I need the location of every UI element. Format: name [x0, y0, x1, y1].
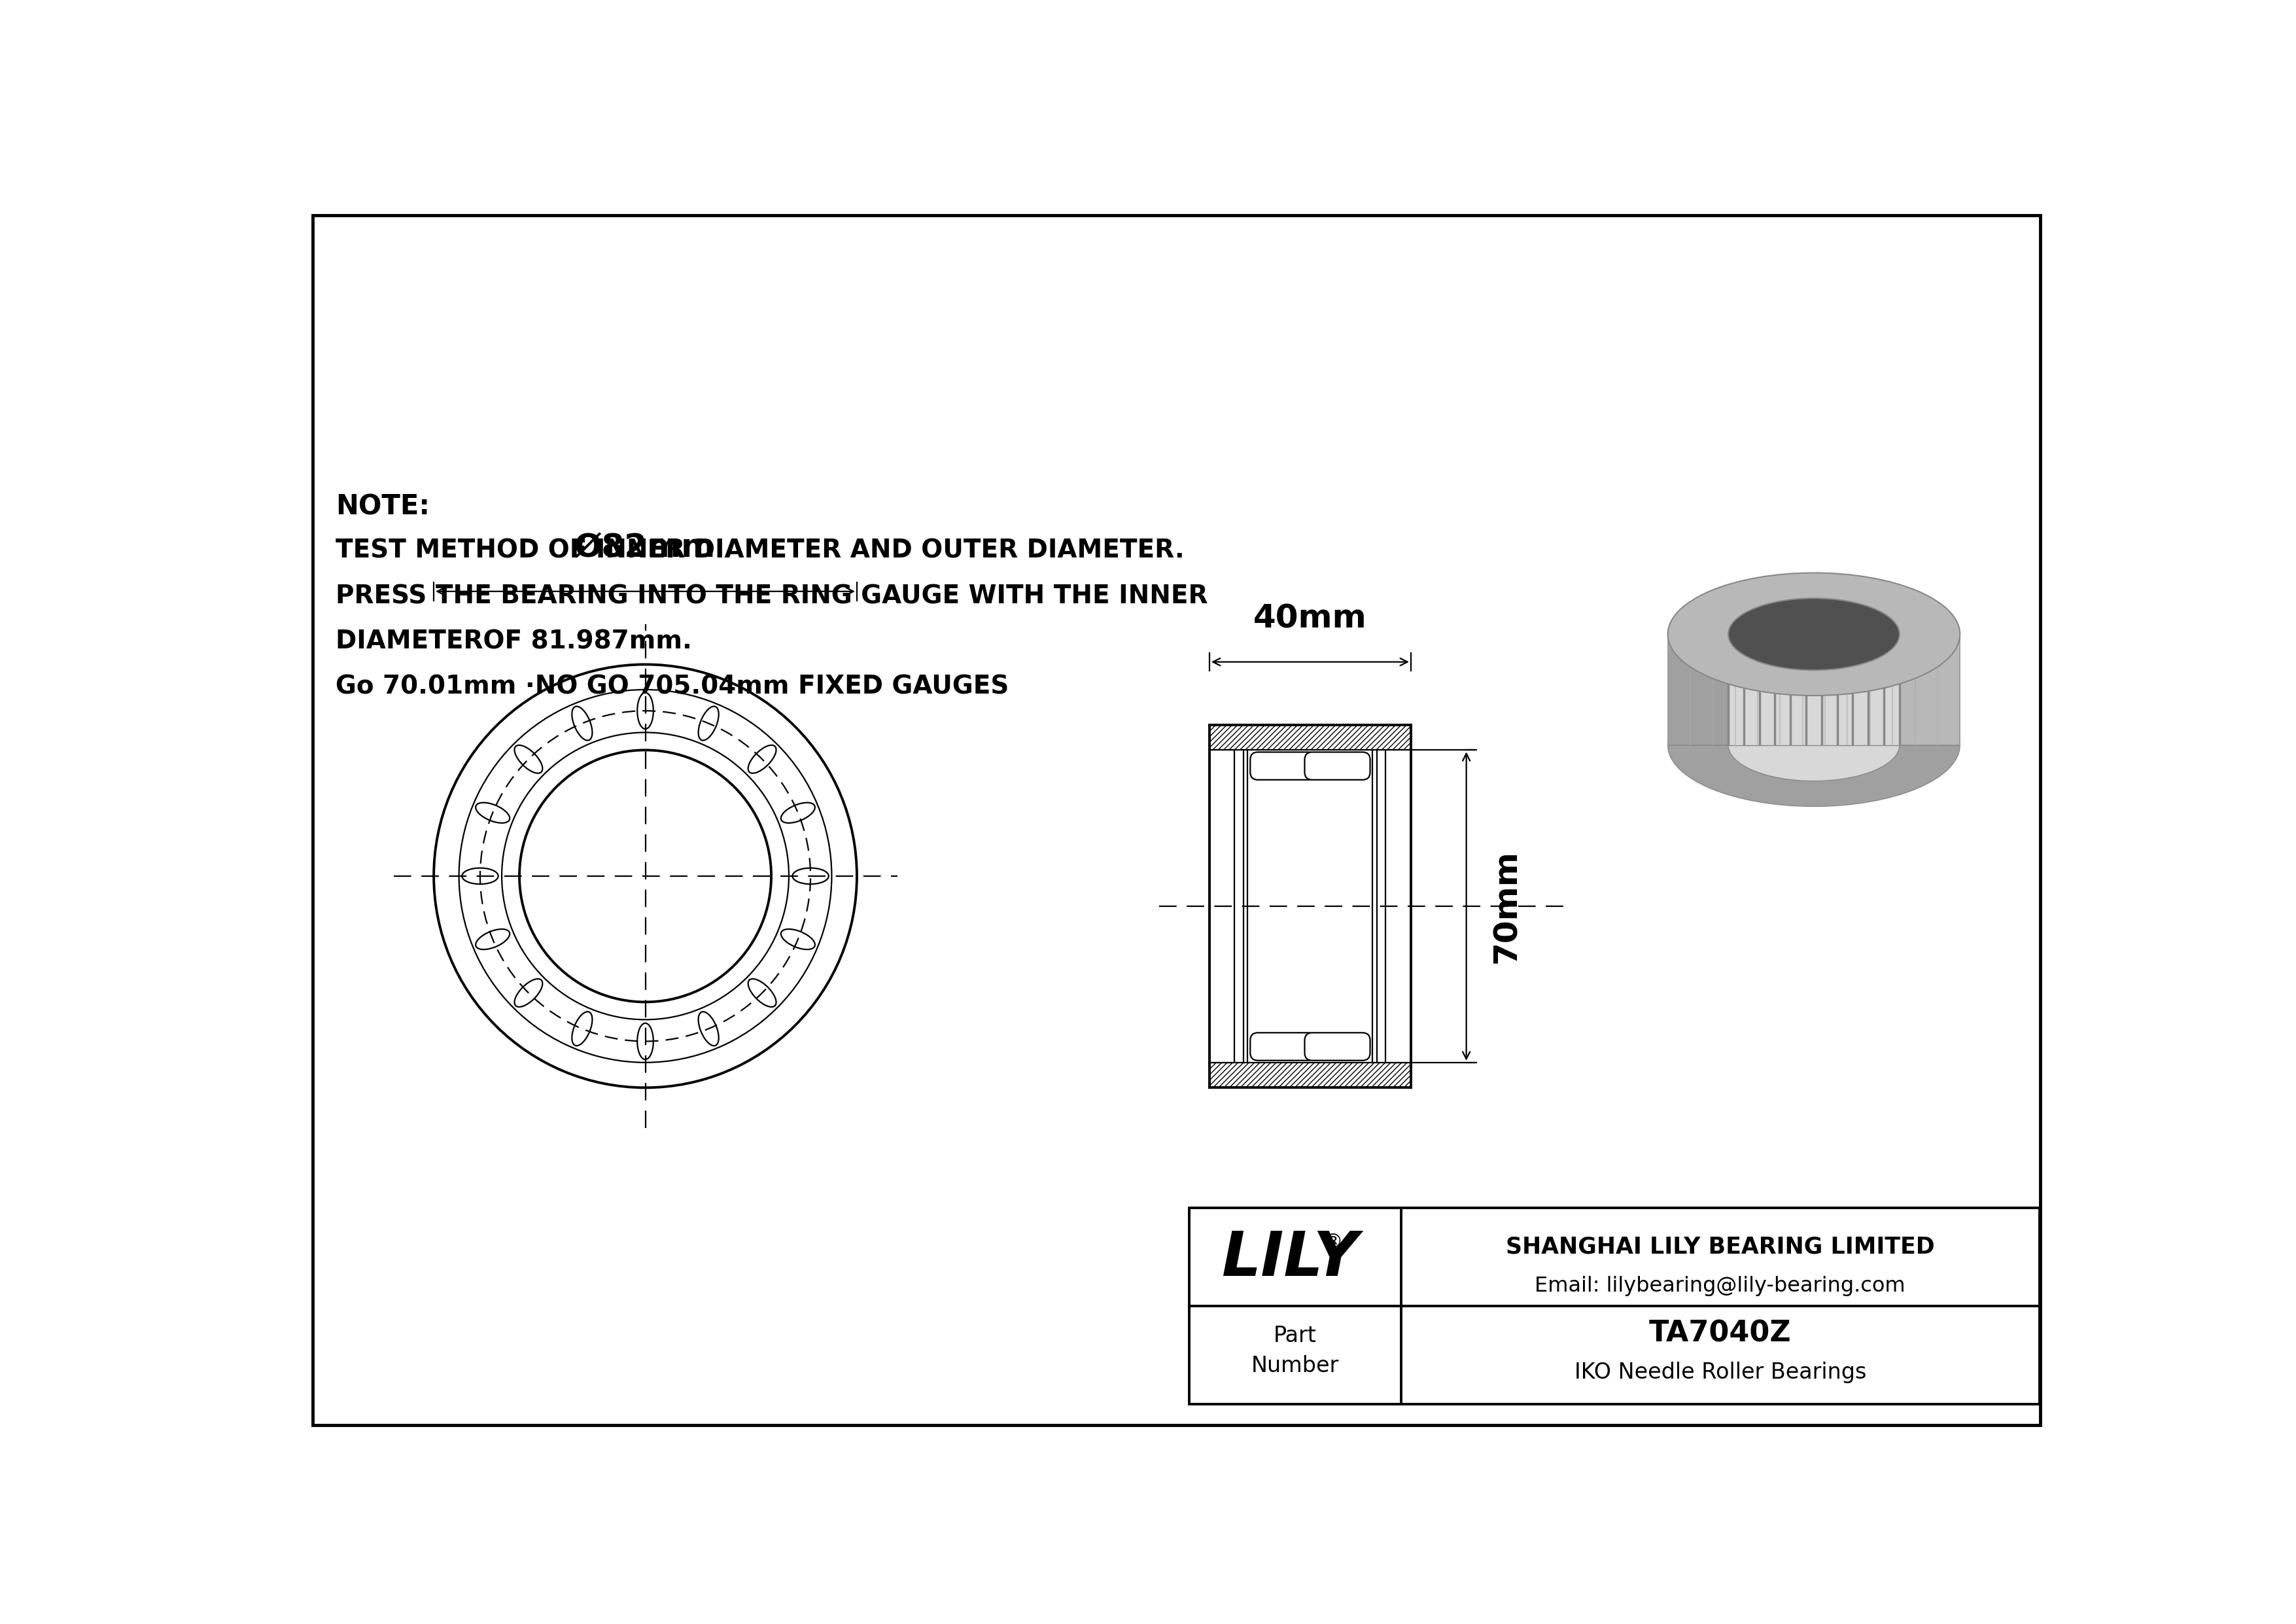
Text: Go 70.01mm ·NO GO 705.04mm FIXED GAUGES: Go 70.01mm ·NO GO 705.04mm FIXED GAUGES: [335, 674, 1008, 700]
Ellipse shape: [1729, 710, 1899, 781]
FancyBboxPatch shape: [1251, 752, 1316, 780]
Text: 40mm: 40mm: [1254, 603, 1366, 635]
Text: NOTE:: NOTE:: [335, 494, 429, 521]
Ellipse shape: [1729, 598, 1899, 671]
Text: 70mm: 70mm: [1490, 849, 1522, 963]
FancyBboxPatch shape: [1899, 635, 1961, 745]
Bar: [1189, 1208, 2039, 1405]
FancyBboxPatch shape: [1304, 1033, 1371, 1060]
Text: Part
Number: Part Number: [1251, 1325, 1339, 1377]
Text: SHANGHAI LILY BEARING LIMITED: SHANGHAI LILY BEARING LIMITED: [1506, 1236, 1936, 1259]
FancyBboxPatch shape: [1667, 635, 1729, 745]
Text: PRESS THE BEARING INTO THE RING GAUGE WITH THE INNER: PRESS THE BEARING INTO THE RING GAUGE WI…: [335, 585, 1208, 609]
Bar: [1210, 1062, 1412, 1088]
Bar: [1210, 724, 1412, 750]
Text: ®: ®: [1322, 1233, 1343, 1252]
Text: DIAMETEROF 81.987mm.: DIAMETEROF 81.987mm.: [335, 628, 691, 654]
Text: IKO Needle Roller Bearings: IKO Needle Roller Bearings: [1575, 1363, 1867, 1384]
Text: Email: lilybearing@lily-bearing.com: Email: lilybearing@lily-bearing.com: [1534, 1276, 1906, 1296]
Bar: [1387, 750, 1412, 1062]
Bar: [1210, 750, 1235, 1062]
Text: Ø82mm: Ø82mm: [574, 533, 716, 564]
FancyBboxPatch shape: [1304, 752, 1371, 780]
FancyBboxPatch shape: [1729, 635, 1899, 745]
Ellipse shape: [1667, 573, 1961, 695]
Text: TEST METHOD OF INNER DIAMETER AND OUTER DIAMETER.: TEST METHOD OF INNER DIAMETER AND OUTER …: [335, 539, 1185, 564]
Ellipse shape: [1667, 684, 1961, 807]
Text: TA7040Z: TA7040Z: [1649, 1319, 1791, 1348]
FancyBboxPatch shape: [1251, 1033, 1316, 1060]
Text: LILY: LILY: [1221, 1228, 1359, 1289]
